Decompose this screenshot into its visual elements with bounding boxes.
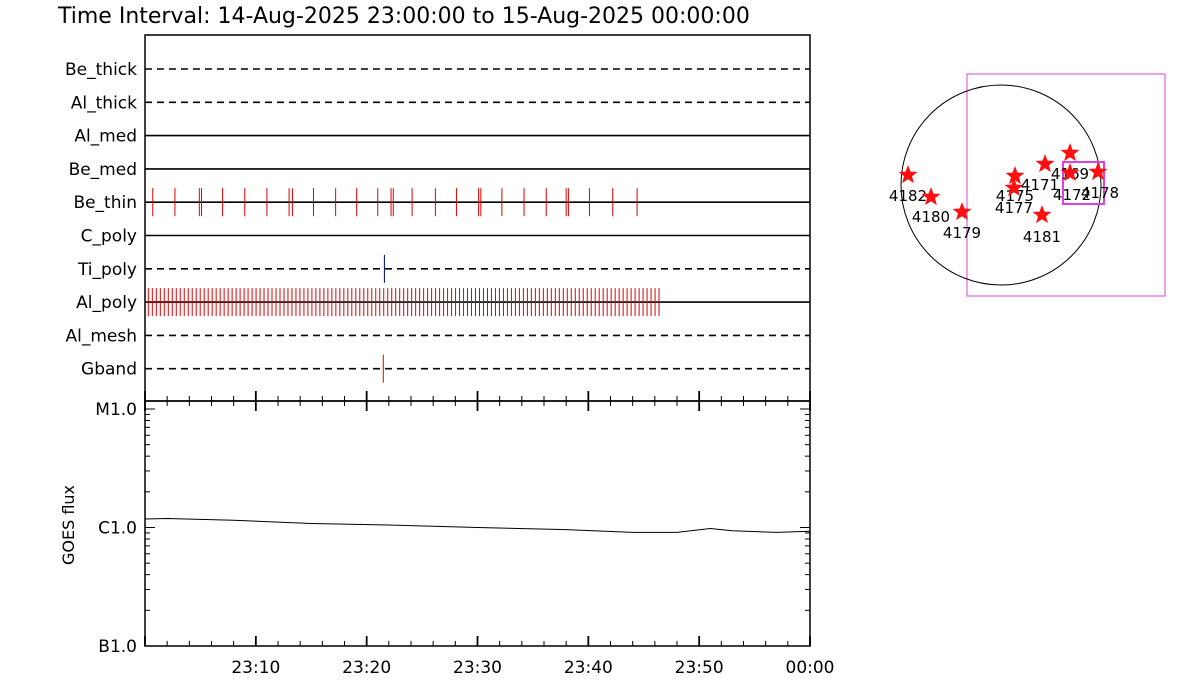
target-box [1062, 161, 1105, 205]
filter-label: Al_thick [71, 93, 137, 113]
filter-row-Be_thin: Be_thin [73, 188, 810, 217]
filter-row-Gband: Gband [81, 354, 810, 383]
star-icon [1035, 154, 1055, 173]
y-tick-label: M1.0 [95, 400, 137, 420]
active-region-label: 4180 [912, 208, 950, 226]
active-region-4175: 4175 [996, 166, 1034, 205]
goes-flux-panel: M1.0 C1.0 B1.0 23:10 23:20 23:30 23:40 23:50 00:… [59, 391, 835, 678]
solar-disk [900, 84, 1102, 286]
filter-raster-panel: Be_thick Al_thick Al_med Be_med Be_thin C_pol… [65, 34, 811, 402]
filter-row-Al_thick: Al_thick [71, 93, 810, 113]
goes-frame [144, 400, 811, 647]
star-icon [1005, 166, 1025, 185]
star-icon [952, 202, 972, 221]
goes-ticks: M1.0 C1.0 B1.0 23:10 23:20 23:30 23:40 23:50 00:… [95, 391, 835, 678]
star-icon [1004, 178, 1024, 197]
star-icon [1088, 162, 1108, 181]
active-region-label: 4175 [996, 187, 1034, 205]
active-region-label: 4181 [1023, 228, 1061, 246]
raster-rows: Be_thick Al_thick Al_med Be_med Be_thin C_pol… [65, 60, 810, 383]
sun-map: 4182418041794175417741714169417241784181 [889, 73, 1166, 297]
x-tick-label: 23:20 [342, 658, 391, 678]
filter-row-Ti_poly: Ti_poly [77, 254, 810, 283]
filter-row-Al_med: Al_med [74, 127, 810, 147]
active-region-4171: 4171 [1021, 154, 1059, 194]
active-region-4178: 4178 [1081, 162, 1119, 202]
active-region-4180: 4180 [912, 187, 950, 226]
active-region-label: 4177 [995, 199, 1033, 217]
filter-label: Be_thick [65, 60, 137, 80]
filter-row-Al_mesh: Al_mesh [65, 326, 810, 346]
star-icon [1060, 163, 1080, 182]
filter-label: Gband [81, 360, 137, 380]
active-region-4181: 4181 [1023, 205, 1061, 246]
active-region-4172: 4172 [1053, 163, 1091, 204]
y-tick-label: B1.0 [98, 637, 137, 657]
x-tick-label: 23:50 [675, 658, 724, 678]
filter-label: Be_thin [73, 193, 137, 213]
star-icon [898, 165, 918, 184]
active-region-label: 4178 [1081, 184, 1119, 202]
active-region-label: 4172 [1053, 186, 1091, 204]
filter-label: Al_mesh [65, 326, 137, 346]
raster-frame [144, 34, 811, 402]
filter-row-Be_med: Be_med [69, 160, 810, 180]
active-region-marks: 4182418041794175417741714169417241784181 [889, 143, 1119, 246]
filter-label: C_poly [81, 227, 137, 247]
star-icon [1060, 143, 1080, 162]
goes-ylabel: GOES flux [59, 485, 78, 565]
filter-label: Ti_poly [77, 260, 137, 280]
active-region-4177: 4177 [995, 178, 1033, 217]
filter-label: Be_med [69, 160, 137, 180]
filter-label: Al_med [74, 127, 137, 147]
goes-flux-line [144, 517, 811, 533]
x-tick-label: 00:00 [786, 658, 835, 678]
active-region-label: 4179 [943, 224, 981, 242]
active-region-4179: 4179 [943, 202, 981, 242]
filter-row-Al_poly: Al_poly [76, 288, 810, 317]
x-tick-label: 23:40 [564, 658, 613, 678]
x-tick-label: 23:10 [231, 658, 280, 678]
active-region-label: 4171 [1021, 176, 1059, 194]
star-icon [1032, 205, 1052, 224]
y-tick-label: C1.0 [98, 519, 137, 539]
x-tick-label: 23:30 [453, 658, 502, 678]
filter-row-Be_thick: Be_thick [65, 60, 810, 80]
star-icon [921, 187, 941, 206]
filter-label: Al_poly [76, 293, 137, 313]
fov-box [966, 73, 1166, 297]
active-region-4182: 4182 [889, 165, 927, 205]
active-region-label: 4182 [889, 187, 927, 205]
plot-title: Time Interval: 14-Aug-2025 23:00:00 to 1… [57, 4, 750, 29]
filter-row-C_poly: C_poly [81, 227, 810, 247]
